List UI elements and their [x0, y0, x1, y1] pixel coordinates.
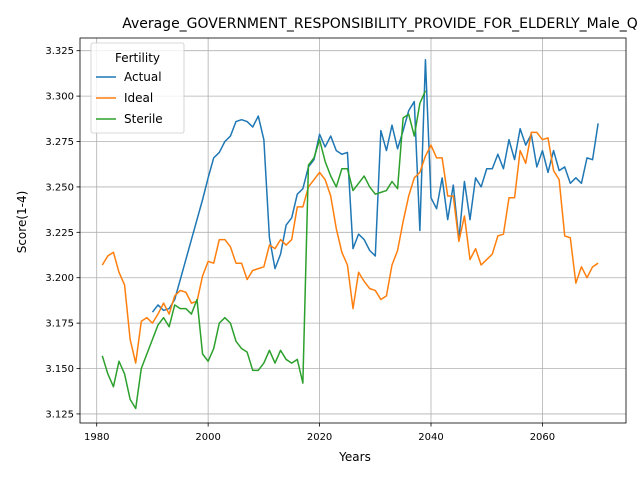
- plot-frame: [79, 37, 627, 424]
- y-tick-label: 3.325: [45, 46, 74, 57]
- legend-title: Fertility: [115, 51, 160, 65]
- series-line-sterile: [101, 90, 427, 410]
- x-tick-label: 1980: [84, 432, 109, 443]
- y-tick-label: 3.275: [45, 137, 74, 148]
- legend-label-sterile: Sterile: [124, 112, 163, 126]
- tick-layer: 1980 2000 2020 2040 2060 3.125 3.150 3.175 3.200…: [45, 46, 555, 443]
- series-line-ideal: [101, 131, 599, 364]
- y-tick-label: 3.125: [45, 409, 74, 420]
- y-tick-label: 3.300: [45, 92, 74, 103]
- series-layer: [101, 59, 599, 410]
- grid-layer: [80, 38, 626, 423]
- x-tick-label: 2040: [418, 432, 443, 443]
- y-tick-label: 3.150: [45, 364, 74, 375]
- legend: Fertility Actual Ideal Sterile: [90, 42, 185, 134]
- legend-label-actual: Actual: [124, 70, 162, 84]
- y-tick-label: 3.175: [45, 319, 74, 330]
- y-tick-label: 3.225: [45, 228, 74, 239]
- chart-title: Average_GOVERNMENT_RESPONSIBILITY_PROVID…: [122, 16, 638, 32]
- legend-label-ideal: Ideal: [124, 91, 153, 105]
- x-axis-label: Years: [338, 450, 371, 464]
- y-tick-label: 3.250: [45, 182, 74, 193]
- y-tick-label: 3.200: [45, 273, 74, 284]
- legend-entries: Actual Ideal Sterile: [96, 70, 163, 126]
- series-line-actual: [151, 59, 599, 313]
- x-tick-label: 2060: [530, 432, 555, 443]
- x-tick-label: 2000: [195, 432, 220, 443]
- legend-box: [90, 42, 185, 134]
- x-tick-label: 2020: [307, 432, 332, 443]
- y-axis-label: Score(1-4): [15, 191, 29, 254]
